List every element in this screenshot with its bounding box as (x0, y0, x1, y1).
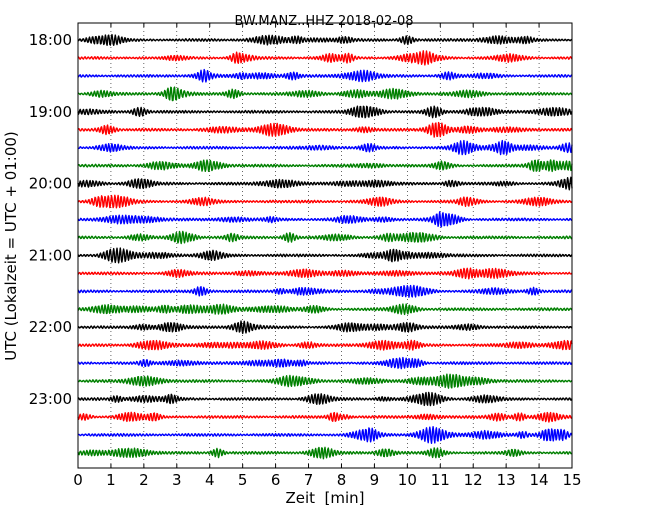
x-tick-label: 15 (562, 471, 581, 489)
x-tick-label: 0 (73, 471, 83, 489)
trace-line-2000 (77, 176, 573, 191)
trace-line-2115 (77, 267, 573, 280)
y-tick-label: 20:00 (29, 175, 72, 193)
trace-line-2215 (77, 339, 573, 351)
trace-line-2145 (77, 303, 573, 316)
x-tick-label: 11 (431, 471, 450, 489)
x-tick-label: 8 (337, 471, 347, 489)
x-tick-label: 2 (139, 471, 149, 489)
trace-line-1945 (77, 159, 573, 173)
x-tick-label: 9 (370, 471, 380, 489)
trace-line-2245 (77, 373, 573, 389)
trace-line-2330 (77, 426, 573, 444)
chart-title: BW.MANZ..HHZ 2018-02-08 (234, 14, 413, 29)
x-tick-label: 13 (497, 471, 516, 489)
x-tick-label: 3 (172, 471, 182, 489)
plot-frame (77, 22, 573, 469)
x-tick-label: 1 (106, 471, 116, 489)
y-tick-label: 21:00 (29, 246, 72, 264)
y-tick-label: 19:00 (29, 103, 72, 121)
y-tick-label: 22:00 (29, 318, 72, 336)
y-tick-label: 18:00 (29, 31, 72, 49)
trace-line-1845 (77, 86, 573, 102)
trace-line-2030 (77, 211, 573, 228)
x-axis-label: Zeit [min] (285, 489, 364, 507)
trace-line-1900 (77, 105, 573, 119)
y-axis-label: UTC (Lokalzeit = UTC + 01:00) (2, 131, 20, 361)
trace-line-2200 (77, 320, 573, 335)
trace-line-2315 (77, 411, 573, 423)
x-tick-label: 5 (238, 471, 248, 489)
trace-line-2300 (77, 391, 573, 407)
x-tick-label: 10 (398, 471, 417, 489)
x-tick-label: 14 (530, 471, 549, 489)
trace-line-2345 (77, 446, 573, 460)
trace-line-2015 (77, 194, 573, 209)
trace-line-2100 (77, 247, 573, 264)
axis-ticks: 0 1 2 3 4 5 6 7 8 9 10 11 12 13 14 1518:0019:0020:0021:… (29, 23, 582, 489)
trace-line-1800 (77, 33, 573, 46)
y-tick-label: 23:00 (29, 390, 72, 408)
x-tick-label: 4 (205, 471, 215, 489)
trace-line-1815 (77, 50, 573, 66)
trace-line-2130 (77, 284, 573, 298)
x-tick-label: 7 (304, 471, 314, 489)
trace-line-1830 (77, 68, 573, 83)
seismic-traces (77, 33, 573, 460)
trace-line-1915 (77, 121, 573, 138)
trace-line-1930 (77, 139, 573, 156)
x-tick-label: 12 (464, 471, 483, 489)
x-tick-label: 6 (271, 471, 281, 489)
trace-line-2230 (77, 356, 573, 370)
trace-line-2045 (77, 230, 573, 245)
